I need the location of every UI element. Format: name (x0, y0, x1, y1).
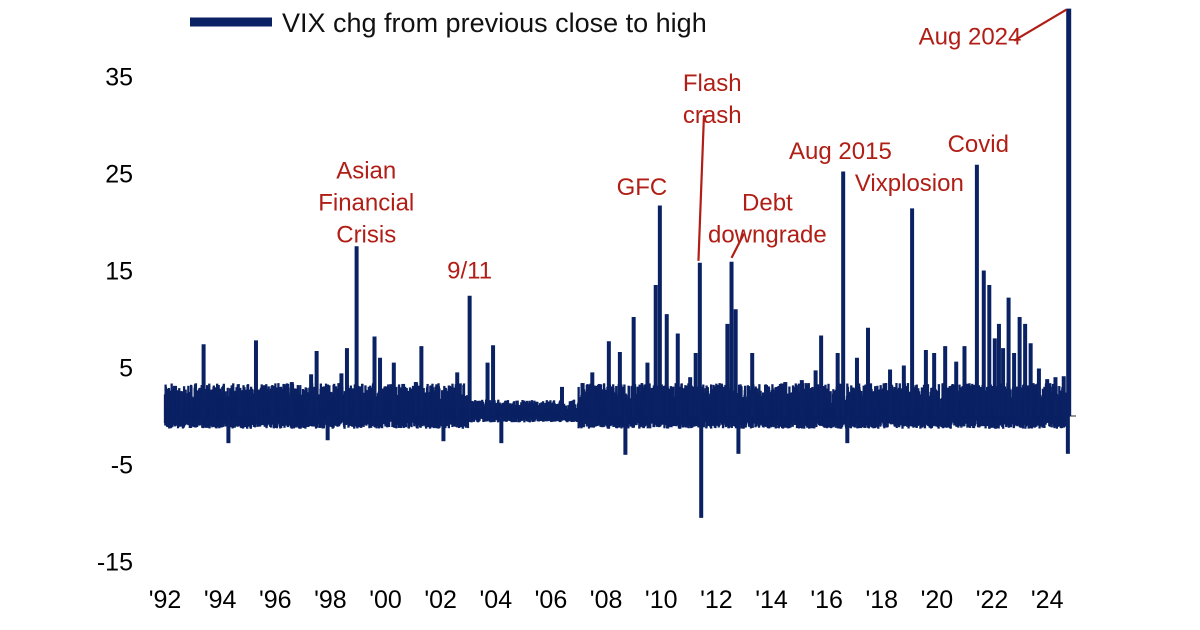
annotation-line: Debt (742, 189, 793, 216)
legend-label: VIX chg from previous close to high (282, 8, 707, 38)
annotation-label: Asian Financial Crisis (318, 157, 414, 248)
annotation-line: downgrade (708, 221, 827, 248)
annotation-line: Covid (948, 131, 1009, 158)
x-tick-label: '92 (149, 586, 182, 614)
annotation-line: crash (683, 102, 742, 129)
x-tick-label: '18 (865, 586, 898, 614)
x-tick-label: '20 (921, 586, 954, 614)
y-axis-tick-labels: 35 25 15 5 -5 -15 (97, 64, 133, 577)
annotation-label: 9/11 (447, 257, 492, 284)
annotation-line: Asian (336, 157, 396, 184)
y-tick-label: -5 (111, 452, 133, 480)
annotation-line: Aug 2024 (919, 23, 1022, 50)
y-tick-label: 25 (105, 161, 133, 189)
leader-line (730, 233, 745, 259)
annotation-line: Aug 2015 (789, 138, 892, 165)
annotation-label: Flash crash (683, 70, 742, 129)
x-tick-label: '16 (810, 586, 843, 614)
annotation-line: Flash (683, 70, 742, 97)
x-tick-label: '14 (755, 586, 788, 614)
x-tick-label: '08 (590, 586, 623, 614)
annotation-line: Financial (318, 189, 414, 216)
annotation-line: 9/11 (447, 257, 492, 284)
event-annotations: Asian Financial Crisis 9/11 GFC Flash crash Deb… (318, 23, 1021, 284)
leader-line (697, 115, 706, 261)
leader-line (1013, 8, 1068, 42)
y-tick-label: 5 (119, 355, 133, 383)
x-tick-label: '00 (369, 586, 402, 614)
x-tick-label: '02 (424, 586, 457, 614)
x-tick-label: '12 (700, 586, 733, 614)
legend: VIX chg from previous close to high (190, 8, 707, 38)
x-tick-label: '96 (259, 586, 292, 614)
x-tick-label: '94 (204, 586, 237, 614)
annotation-label: Debt downgrade (708, 189, 827, 248)
x-tick-label: '04 (480, 586, 513, 614)
annotation-label: Vixplosion (855, 170, 964, 197)
annotation-line: Crisis (336, 221, 396, 248)
annotation-line: GFC (617, 174, 668, 201)
annotation-label: GFC (617, 174, 668, 201)
annotation-label: Covid (948, 131, 1009, 158)
x-axis-tick-labels: '92 '94 '96 '98 '00 '02 '04 '06 '08 '10 '12 '14 '16 '… (149, 586, 1064, 614)
x-tick-label: '10 (645, 586, 678, 614)
annotation-label: Aug 2024 (919, 23, 1022, 50)
x-tick-label: '22 (976, 586, 1009, 614)
annotation-line: Vixplosion (855, 170, 964, 197)
y-tick-label: 35 (105, 64, 133, 92)
annotation-label: Aug 2015 (789, 138, 892, 165)
y-tick-label: -15 (97, 549, 133, 577)
y-tick-label: 15 (105, 258, 133, 286)
series-bars (163, 8, 1072, 518)
x-tick-label: '24 (1031, 586, 1064, 614)
annotation-leader-lines (697, 8, 1068, 261)
x-tick-label: '98 (314, 586, 347, 614)
x-tick-label: '06 (535, 586, 568, 614)
